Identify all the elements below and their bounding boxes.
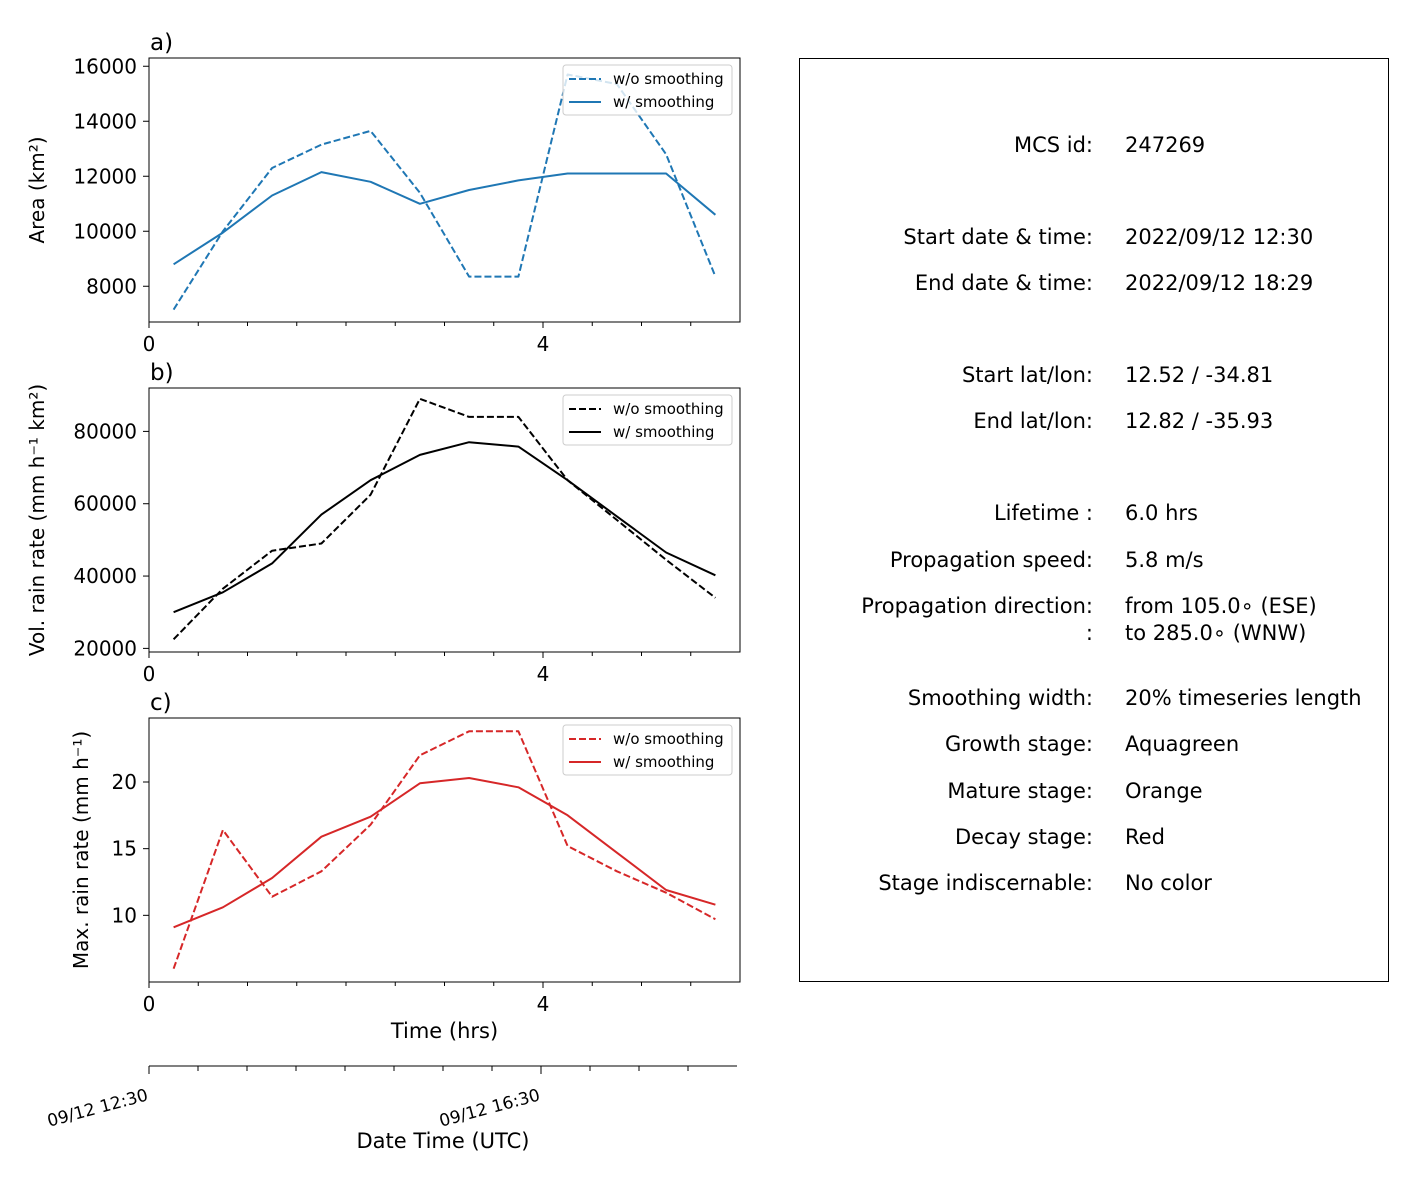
- x-tick-label: 0: [143, 992, 156, 1016]
- info-label: Mature stage:: [947, 779, 1093, 803]
- legend-entry-label: w/ smoothing: [613, 423, 714, 441]
- info-label: Lifetime :: [993, 501, 1093, 525]
- info-value: to 285.0∘ (WNW): [1125, 621, 1307, 645]
- series-line-without-smoothing: [172, 730, 716, 970]
- y-tick-label: 40000: [73, 564, 137, 588]
- y-tick-label: 15: [112, 837, 137, 861]
- info-row-decay-stage: Decay stage: Red: [800, 825, 1388, 849]
- y-axis-label: Vol. rain rate (mm h⁻¹ km²): [25, 384, 49, 656]
- series-line-without-smoothing: [172, 397, 717, 640]
- info-label: Smoothing width:: [907, 686, 1093, 710]
- info-label: Growth stage:: [944, 732, 1093, 756]
- info-label: :: [1085, 621, 1093, 645]
- info-label: Decay stage:: [955, 825, 1093, 849]
- legend-entry-label: w/o smoothing: [613, 730, 724, 748]
- y-tick-label: 80000: [73, 419, 137, 443]
- y-tick-label: 60000: [73, 492, 137, 516]
- info-label: Propagation speed:: [889, 548, 1093, 572]
- info-value: 6.0 hrs: [1125, 501, 1198, 525]
- legend: w/o smoothing w/ smoothing: [562, 394, 733, 446]
- x-tick-label: 0: [143, 332, 156, 356]
- y-tick-label: 20: [112, 770, 137, 794]
- chart-panel-3: c) 10 15 20 0 4 Max. rain rate (mm h⁻¹) Time (h…: [69, 690, 741, 1043]
- x-axis-label: Time (hrs): [390, 1019, 498, 1043]
- info-row-mcs-id: MCS id: 247269: [800, 133, 1388, 157]
- info-value: Red: [1125, 825, 1165, 849]
- series-line-with-smoothing: [173, 441, 716, 614]
- info-row-stage-indiscernable: Stage indiscernable: No color: [800, 871, 1388, 895]
- legend-entry-label: w/ smoothing: [613, 753, 714, 771]
- info-label: End date & time:: [914, 271, 1093, 295]
- x-tick-label: 4: [537, 992, 550, 1016]
- panel-label: b): [150, 360, 174, 386]
- info-value: from 105.0∘ (ESE): [1125, 594, 1317, 618]
- info-value: 5.8 m/s: [1125, 548, 1204, 572]
- info-label: Start lat/lon:: [961, 363, 1093, 387]
- y-tick-label: 10: [112, 903, 137, 927]
- chart-panel-1: a) 8000 10000 12000 14000 16000 0 4 Area (km²) w/…: [25, 30, 741, 356]
- info-value: 12.52 / -34.81: [1125, 363, 1274, 387]
- info-row-mature-stage: Mature stage: Orange: [800, 779, 1388, 803]
- y-tick-label: 20000: [73, 636, 137, 660]
- info-row-end-date: End date & time: 2022/09/12 18:29: [800, 271, 1388, 295]
- info-row-propagation-direction: Propagation direction: from 105.0∘ (ESE): [800, 594, 1388, 618]
- info-value: Aquagreen: [1125, 732, 1240, 756]
- info-row-propagation-speed: Propagation speed: 5.8 m/s: [800, 548, 1388, 572]
- legend-entry-label: w/o smoothing: [613, 400, 724, 418]
- legend-box: [562, 394, 733, 446]
- info-row-end-latlon: End lat/lon: 12.82 / -35.93: [800, 409, 1388, 433]
- y-axis-label: Area (km²): [25, 136, 49, 243]
- mcs-info-panel: MCS id: 247269 Start date & time: 2022/0…: [799, 58, 1389, 982]
- info-row-lifetime: Lifetime : 6.0 hrs: [800, 501, 1388, 525]
- legend-entry-label: w/ smoothing: [613, 93, 714, 111]
- y-tick-label: 10000: [73, 219, 137, 243]
- y-tick-label: 14000: [73, 109, 137, 133]
- y-tick-label: 16000: [73, 54, 137, 78]
- legend-box: [562, 724, 733, 776]
- datetime-tick-label: 09/12 16:30: [437, 1086, 542, 1132]
- datetime-tick-label: 09/12 12:30: [45, 1086, 150, 1132]
- series-line-with-smoothing: [173, 171, 717, 266]
- datetime-axis-label: Date Time (UTC): [357, 1129, 530, 1153]
- info-value: 20% timeseries length: [1125, 686, 1362, 710]
- info-value: 12.82 / -35.93: [1125, 409, 1274, 433]
- x-tick-label: 0: [143, 662, 156, 686]
- info-row-smoothing-width: Smoothing width: 20% timeseries length: [800, 686, 1388, 710]
- info-row-propagation-direction-to: : to 285.0∘ (WNW): [800, 621, 1388, 645]
- legend: w/o smoothing w/ smoothing: [562, 724, 733, 776]
- legend-entry-label: w/o smoothing: [613, 70, 724, 88]
- legend: w/o smoothing w/ smoothing: [562, 64, 733, 116]
- info-value: Orange: [1125, 779, 1203, 803]
- info-value: 247269: [1125, 133, 1206, 157]
- y-tick-label: 12000: [73, 164, 137, 188]
- info-label: Stage indiscernable:: [878, 871, 1093, 895]
- info-label: Propagation direction:: [861, 594, 1093, 618]
- info-label: End lat/lon:: [973, 409, 1093, 433]
- info-label: Start date & time:: [903, 225, 1093, 249]
- info-value: 2022/09/12 12:30: [1125, 225, 1314, 249]
- y-axis-label: Max. rain rate (mm h⁻¹): [69, 731, 93, 969]
- info-row-growth-stage: Growth stage: Aquagreen: [800, 732, 1388, 756]
- panel-label: a): [150, 30, 173, 56]
- x-tick-label: 4: [537, 662, 550, 686]
- legend-box: [562, 64, 733, 116]
- chart-panel-2: b) 20000 40000 60000 80000 0 4 Vol. rain rate (…: [25, 360, 741, 686]
- panel-label: c): [150, 690, 172, 716]
- info-value: 2022/09/12 18:29: [1125, 271, 1314, 295]
- info-row-start-latlon: Start lat/lon: 12.52 / -34.81: [800, 363, 1388, 387]
- x-tick-label: 4: [537, 332, 550, 356]
- info-row-start-date: Start date & time: 2022/09/12 12:30: [800, 225, 1388, 249]
- series-line-with-smoothing: [173, 777, 716, 929]
- y-tick-label: 8000: [86, 274, 137, 298]
- info-label: MCS id:: [1013, 133, 1093, 157]
- info-value: No color: [1125, 871, 1212, 895]
